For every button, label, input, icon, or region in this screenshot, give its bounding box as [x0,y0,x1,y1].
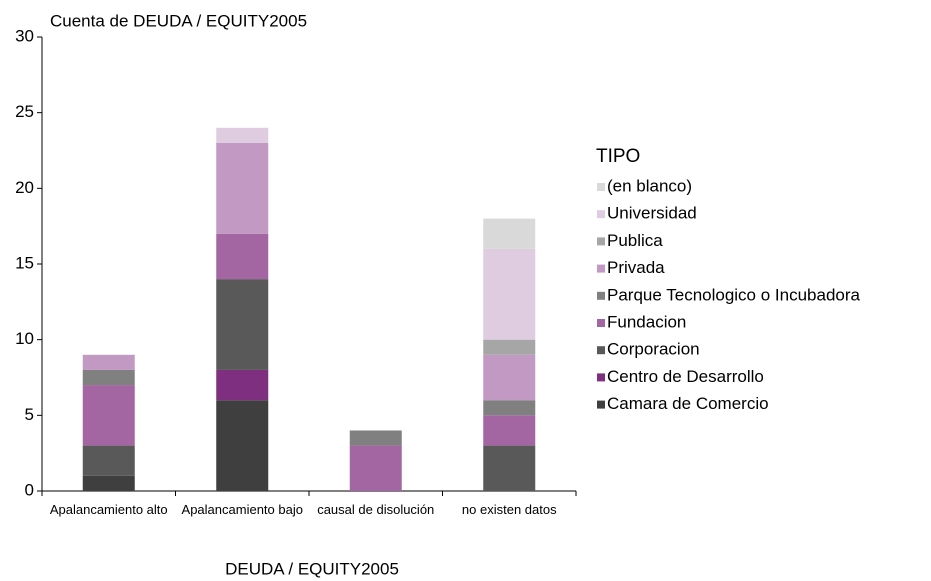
y-tick-label: 25 [15,102,34,121]
legend-label: Universidad [607,204,697,223]
bar-segment [349,445,402,491]
bar-segment [483,400,536,416]
bar-segment [216,369,269,401]
legend-label: Centro de Desarrollo [607,367,764,386]
bar-segment [82,475,135,491]
bar-segment [216,279,269,370]
chart-title: Cuenta de DEUDA / EQUITY2005 [50,11,307,30]
bar-segment [82,369,135,386]
x-tick-label: Apalancamiento alto [49,502,168,517]
x-axis-label: DEUDA / EQUITY2005 [225,559,399,578]
bar-segment [483,445,536,491]
y-tick-label: 0 [25,480,34,499]
legend-swatch [597,237,605,246]
legend-label: Corporacion [607,340,700,359]
legend-swatch [597,346,605,355]
legend-label: Publica [607,231,663,250]
y-tick-label: 15 [15,253,34,272]
legend-label: Camara de Comercio [607,394,769,413]
bar-segment [216,233,269,280]
y-tick-label: 5 [25,405,34,424]
legend-label: Privada [607,258,665,277]
bar-segment [483,354,536,401]
y-tick-label: 30 [15,26,34,45]
legend-label: Parque Tecnologico o Incubadora [607,285,861,304]
bar-segment [82,385,135,446]
bar-segment [483,415,536,446]
bar-segment [216,142,269,234]
legend-swatch [597,373,605,382]
x-tick-label: causal de disolución [317,502,435,517]
bar-segment [216,127,269,143]
bar-segment [483,339,536,355]
legend-swatch [597,183,605,191]
legend-swatch [597,319,605,327]
legend-label: (en blanco) [607,176,692,195]
bar-segment [483,248,536,340]
y-tick-label: 20 [15,178,34,197]
legend-swatch [597,400,605,409]
x-tick-label: no existen datos [461,502,557,517]
legend-label: Fundacion [607,312,686,331]
y-tick-label: 10 [15,329,34,348]
legend-swatch [597,210,605,219]
bar-segment [82,445,135,476]
legend-swatch [597,291,605,300]
legend-title: TIPO [596,146,640,167]
x-tick-label: Apalancamiento bajo [181,502,303,517]
bar-segment [216,400,269,491]
bar-segment [82,354,135,370]
legend-swatch [597,264,605,273]
bar-segment [349,430,402,446]
bar-segment [483,218,536,249]
